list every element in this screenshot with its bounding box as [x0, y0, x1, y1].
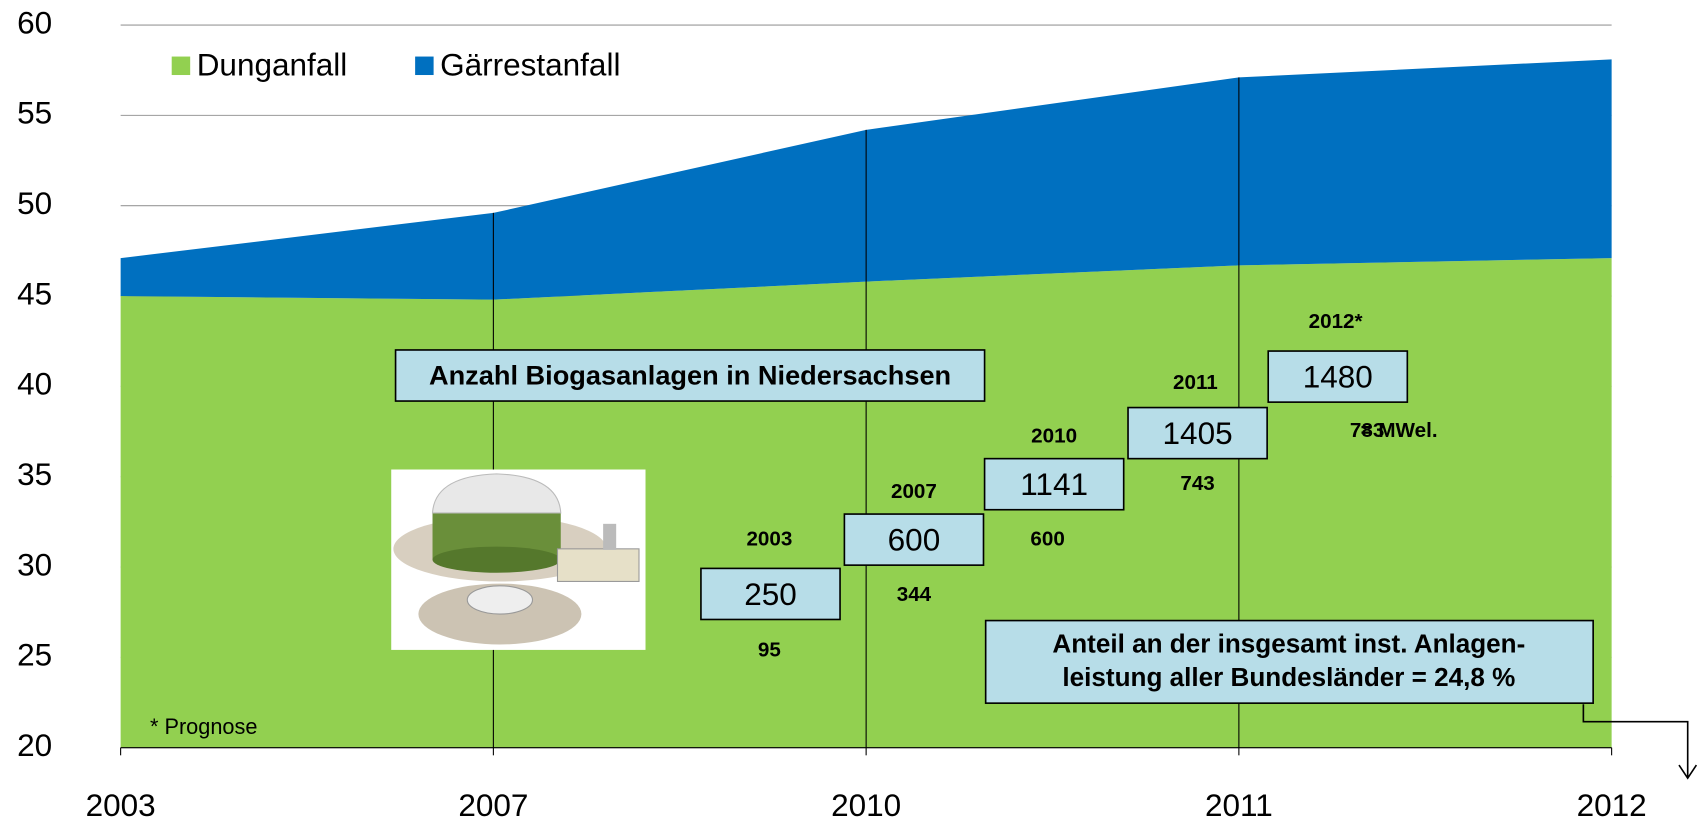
y-tick-label: 55: [17, 95, 52, 131]
count-label: 1141: [1020, 466, 1088, 502]
count-label: 250: [744, 576, 797, 612]
legend-swatch: [415, 57, 433, 75]
year-label: 2007: [891, 480, 937, 503]
legend-swatch: [172, 57, 190, 75]
y-tick-label: 45: [17, 275, 52, 311]
mw-label: 743: [1180, 472, 1214, 495]
y-tick-label: 20: [17, 727, 52, 763]
mw-label: 95: [758, 638, 781, 661]
y-tick-label: 25: [17, 637, 52, 673]
year-label: 2010: [1031, 424, 1077, 447]
x-tick-label: 2012: [1577, 787, 1647, 823]
y-tick-label: 30: [17, 546, 52, 582]
year-label: 2003: [746, 528, 792, 551]
year-label: 2011: [1173, 371, 1218, 394]
y-tick-label: 40: [17, 366, 52, 402]
y-tick-label: 35: [17, 456, 52, 492]
year-label: 2012*: [1309, 310, 1363, 333]
share-text: leistung aller Bundesländer = 24,8 %: [1062, 662, 1515, 692]
x-tick-label: 2011: [1205, 787, 1273, 823]
legend-label: Dunganfall: [197, 47, 348, 83]
y-tick-label: 50: [17, 185, 52, 221]
count-label: 600: [888, 522, 941, 558]
annotation-title: Anzahl Biogasanlagen in Niedersachsen: [429, 359, 951, 390]
unit-label: = MWel.: [1361, 419, 1438, 442]
legend-label: Gärrestanfall: [440, 47, 620, 83]
y-tick-label: 60: [17, 4, 52, 40]
x-tick-label: 2007: [458, 787, 528, 823]
mw-label: 600: [1030, 528, 1064, 551]
x-tick-label: 2010: [831, 787, 901, 823]
plant-image: [391, 470, 645, 650]
count-label: 1480: [1303, 359, 1373, 395]
chart: 20 25 30 35 40 45 50 55 60 2003 2007 2010 2011 2012 Du…: [0, 0, 1704, 826]
x-tick-label: 2003: [86, 787, 156, 823]
footnote: * Prognose: [150, 714, 257, 739]
share-text: Anteil an der insgesamt inst. Anlagen-: [1052, 628, 1525, 658]
mw-label: 344: [897, 583, 932, 606]
count-label: 1405: [1163, 415, 1233, 451]
